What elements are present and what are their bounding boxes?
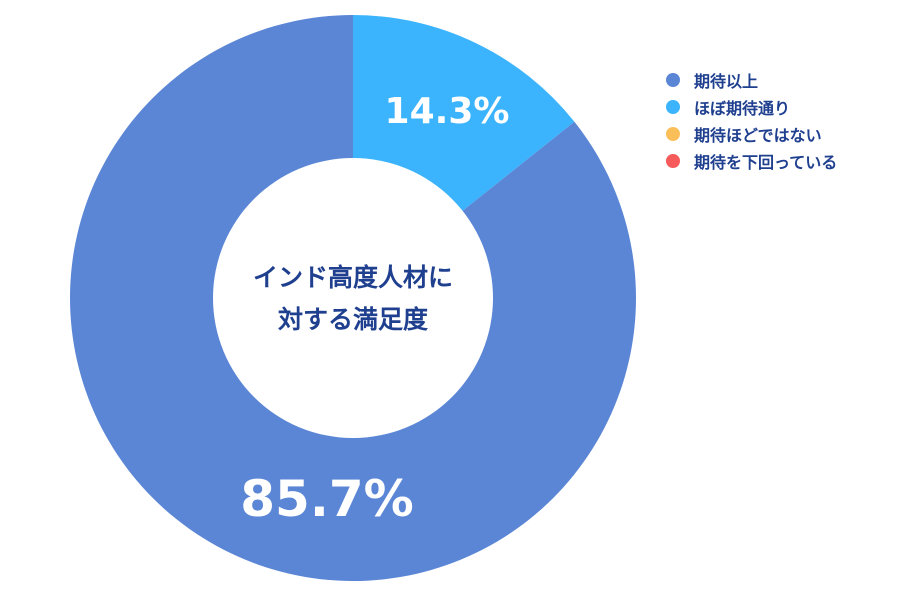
legend-dot-icon <box>666 72 680 87</box>
legend-dot-icon <box>666 126 680 141</box>
legend-item[interactable]: ほぼ期待通り <box>666 93 837 120</box>
legend-label: 期待を下回っている <box>694 152 838 172</box>
legend-label: 期待以上 <box>694 71 759 91</box>
legend-item[interactable]: 期待以上 <box>666 66 837 93</box>
legend-item[interactable]: 期待を下回っている <box>666 147 837 174</box>
slice-label-1: 14.3% <box>385 91 510 132</box>
center-title-line-2: 対する満足度 <box>278 305 428 334</box>
legend: 期待以上 ほぼ期待通り 期待ほどではない 期待を下回っている <box>666 66 837 174</box>
legend-label: 期待ほどではない <box>694 125 822 145</box>
legend-label: ほぼ期待通り <box>694 98 791 118</box>
center-title-line-1: インド高度人材に <box>253 263 453 292</box>
legend-dot-icon <box>666 153 680 168</box>
legend-item[interactable]: 期待ほどではない <box>666 120 837 147</box>
slice-labels: 14.3% 85.7% <box>240 91 509 528</box>
slice-label-0: 85.7% <box>240 470 413 528</box>
donut-hole <box>213 158 493 438</box>
legend-dot-icon <box>666 99 680 114</box>
